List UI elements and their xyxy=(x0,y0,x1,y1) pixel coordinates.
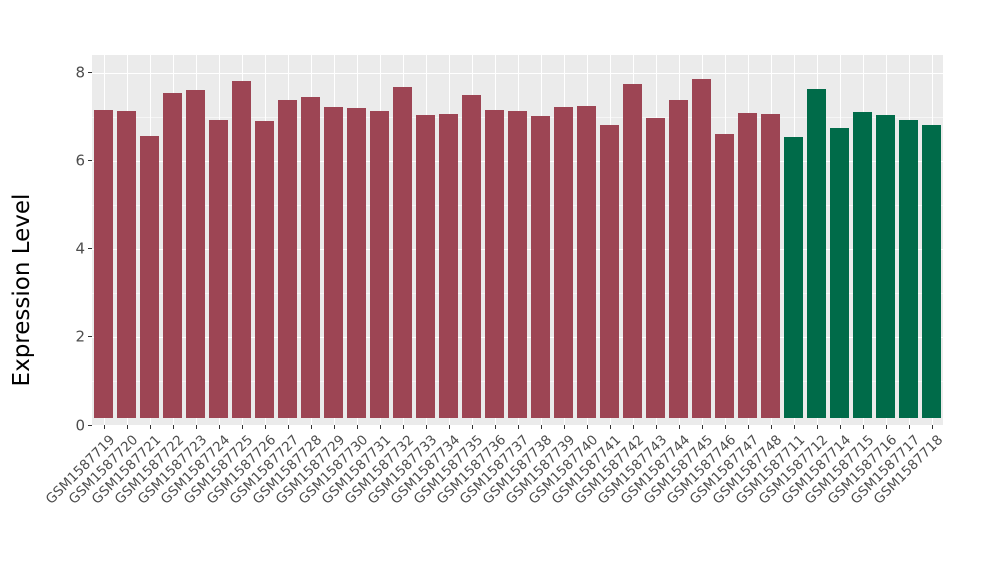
y-axis-tick-label: 4 xyxy=(75,239,85,258)
y-axis-tick-mark xyxy=(88,160,92,162)
bar[interactable] xyxy=(140,136,159,418)
x-axis-tick-mark xyxy=(541,425,542,429)
bar[interactable] xyxy=(784,137,803,418)
bar[interactable] xyxy=(853,112,872,418)
y-axis-tick-label: 2 xyxy=(75,327,85,346)
x-axis-tick-mark xyxy=(771,425,772,429)
x-axis-tick-mark xyxy=(564,425,565,429)
x-axis-tick-mark xyxy=(909,425,910,429)
bar[interactable] xyxy=(600,125,619,418)
y-axis-title-label: Expression Level xyxy=(9,193,35,387)
x-axis-tick-mark xyxy=(932,425,933,429)
x-axis-tick-mark xyxy=(886,425,887,429)
bar[interactable] xyxy=(531,116,550,418)
bar[interactable] xyxy=(462,94,481,418)
bar[interactable] xyxy=(232,81,251,418)
bar[interactable] xyxy=(393,86,412,418)
x-axis-tick-mark xyxy=(472,425,473,429)
x-axis-tick-mark xyxy=(426,425,427,429)
x-axis-tick-mark xyxy=(817,425,818,429)
bar[interactable] xyxy=(922,125,941,418)
x-axis-tick-mark xyxy=(725,425,726,429)
bar[interactable] xyxy=(899,119,918,418)
y-axis-title: Expression Level xyxy=(0,0,44,580)
bar[interactable] xyxy=(370,111,389,418)
x-axis: GSM1587719 GSM1587720 GSM1587721 GSM1587722… xyxy=(42,425,946,580)
bar[interactable] xyxy=(761,114,780,418)
x-axis-tick-mark xyxy=(587,425,588,429)
x-axis-tick-mark xyxy=(702,425,703,429)
bar[interactable] xyxy=(830,127,849,418)
bar[interactable] xyxy=(738,113,757,418)
x-axis-tick-mark xyxy=(311,425,312,429)
bar[interactable] xyxy=(117,111,136,418)
x-axis-tick-mark xyxy=(403,425,404,429)
x-axis-tick-mark xyxy=(449,425,450,429)
bar[interactable] xyxy=(163,92,182,418)
x-axis-tick-mark xyxy=(840,425,841,429)
bar[interactable] xyxy=(876,114,895,418)
grid-line-major xyxy=(92,72,943,74)
bar[interactable] xyxy=(186,90,205,418)
bar[interactable] xyxy=(347,108,366,418)
x-axis-tick-mark xyxy=(150,425,151,429)
x-axis-tick-mark xyxy=(610,425,611,429)
x-axis-tick-mark xyxy=(794,425,795,429)
bar[interactable] xyxy=(94,109,113,418)
bar[interactable] xyxy=(807,88,826,418)
bar[interactable] xyxy=(416,115,435,418)
x-axis-tick-mark xyxy=(334,425,335,429)
bar[interactable] xyxy=(669,99,688,418)
bar[interactable] xyxy=(623,84,642,418)
x-axis-tick-mark xyxy=(242,425,243,429)
x-axis-tick-mark xyxy=(173,425,174,429)
y-axis-tick-label: 0 xyxy=(75,416,85,434)
bar[interactable] xyxy=(508,110,527,418)
x-axis-tick-mark xyxy=(518,425,519,429)
y-axis-tick-label: 8 xyxy=(75,63,85,82)
y-axis-tick-mark xyxy=(88,72,92,74)
x-axis-tick-mark xyxy=(357,425,358,429)
x-axis-tick-mark xyxy=(380,425,381,429)
x-axis-tick-mark xyxy=(219,425,220,429)
bar[interactable] xyxy=(255,120,274,418)
bar[interactable] xyxy=(301,96,320,418)
x-axis-tick-mark xyxy=(748,425,749,429)
x-axis-tick-mark xyxy=(633,425,634,429)
x-axis-tick-mark xyxy=(196,425,197,429)
y-axis-tick-mark xyxy=(88,248,92,250)
x-axis-tick-mark xyxy=(265,425,266,429)
x-axis-tick-mark xyxy=(127,425,128,429)
y-axis: 0 2 4 6 8 xyxy=(44,55,92,433)
x-axis-tick-mark xyxy=(104,425,105,429)
bar[interactable] xyxy=(209,120,228,418)
bar[interactable] xyxy=(439,114,458,418)
bar[interactable] xyxy=(278,99,297,418)
x-axis-tick-mark xyxy=(288,425,289,429)
x-axis-tick-mark xyxy=(679,425,680,429)
bar[interactable] xyxy=(554,107,573,418)
x-axis-tick-mark xyxy=(495,425,496,429)
bar[interactable] xyxy=(324,106,343,418)
bar[interactable] xyxy=(692,79,711,418)
plot-panel xyxy=(92,55,943,425)
y-axis-tick-mark xyxy=(88,424,92,426)
bar-series xyxy=(92,55,943,425)
x-axis-tick-mark xyxy=(863,425,864,429)
bar[interactable] xyxy=(485,109,504,418)
bar[interactable] xyxy=(577,105,596,418)
x-axis-tick-mark xyxy=(656,425,657,429)
bar[interactable] xyxy=(715,133,734,418)
bar[interactable] xyxy=(646,118,665,418)
y-axis-tick-label: 6 xyxy=(75,151,85,170)
y-axis-tick-mark xyxy=(88,336,92,338)
